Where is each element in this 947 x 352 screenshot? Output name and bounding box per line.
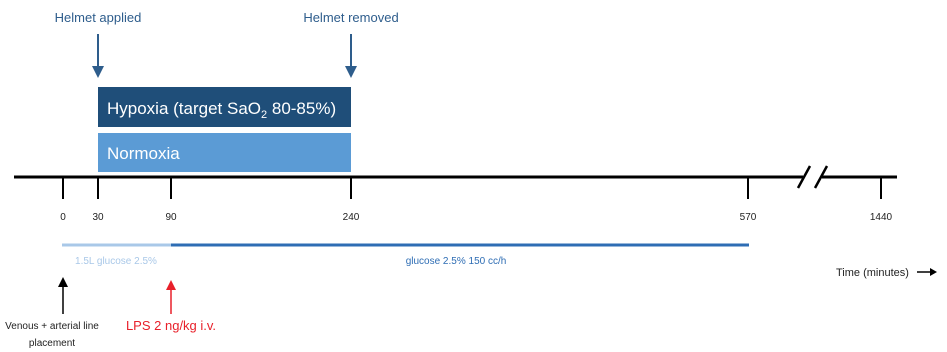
normoxia-label: Normoxia: [107, 144, 180, 163]
helmet-applied-arrow: [92, 34, 104, 78]
tick-90: 90: [165, 177, 177, 223]
tick-570: 570: [740, 177, 757, 223]
line-placement-label-2: placement: [29, 338, 75, 349]
tick-label-0: 0: [60, 212, 66, 223]
helmet-applied-label: Helmet applied: [55, 10, 142, 25]
tick-30: 30: [92, 177, 104, 223]
helmet-removed-label: Helmet removed: [303, 10, 398, 25]
axis-break-icon: [796, 165, 829, 189]
hypoxia-bar: [98, 87, 351, 127]
tick-label-1440: 1440: [870, 212, 893, 223]
initial-infusion-label: 1.5L glucose 2.5%: [75, 256, 157, 267]
tick-0: 0: [60, 177, 66, 223]
time-axis-label: Time (minutes): [836, 267, 909, 279]
lps-label: LPS 2 ng/kg i.v.: [126, 318, 216, 333]
time-arrow-icon: [917, 268, 937, 276]
tick-240: 240: [343, 177, 360, 223]
tick-label-240: 240: [343, 212, 360, 223]
normoxia-bar: [98, 133, 351, 172]
line-placement-arrow: [58, 277, 68, 314]
lps-arrow: [166, 280, 176, 314]
helmet-removed-arrow: [345, 34, 357, 78]
tick-label-30: 30: [92, 212, 104, 223]
tick-label-90: 90: [165, 212, 177, 223]
tick-1440: 1440: [870, 177, 893, 223]
line-placement-label: Venous + arterial line: [5, 321, 99, 332]
maintenance-infusion-label: glucose 2.5% 150 cc/h: [406, 256, 507, 267]
hypoxia-label: Hypoxia (target SaO2 80-85%): [107, 99, 336, 121]
tick-label-570: 570: [740, 212, 757, 223]
